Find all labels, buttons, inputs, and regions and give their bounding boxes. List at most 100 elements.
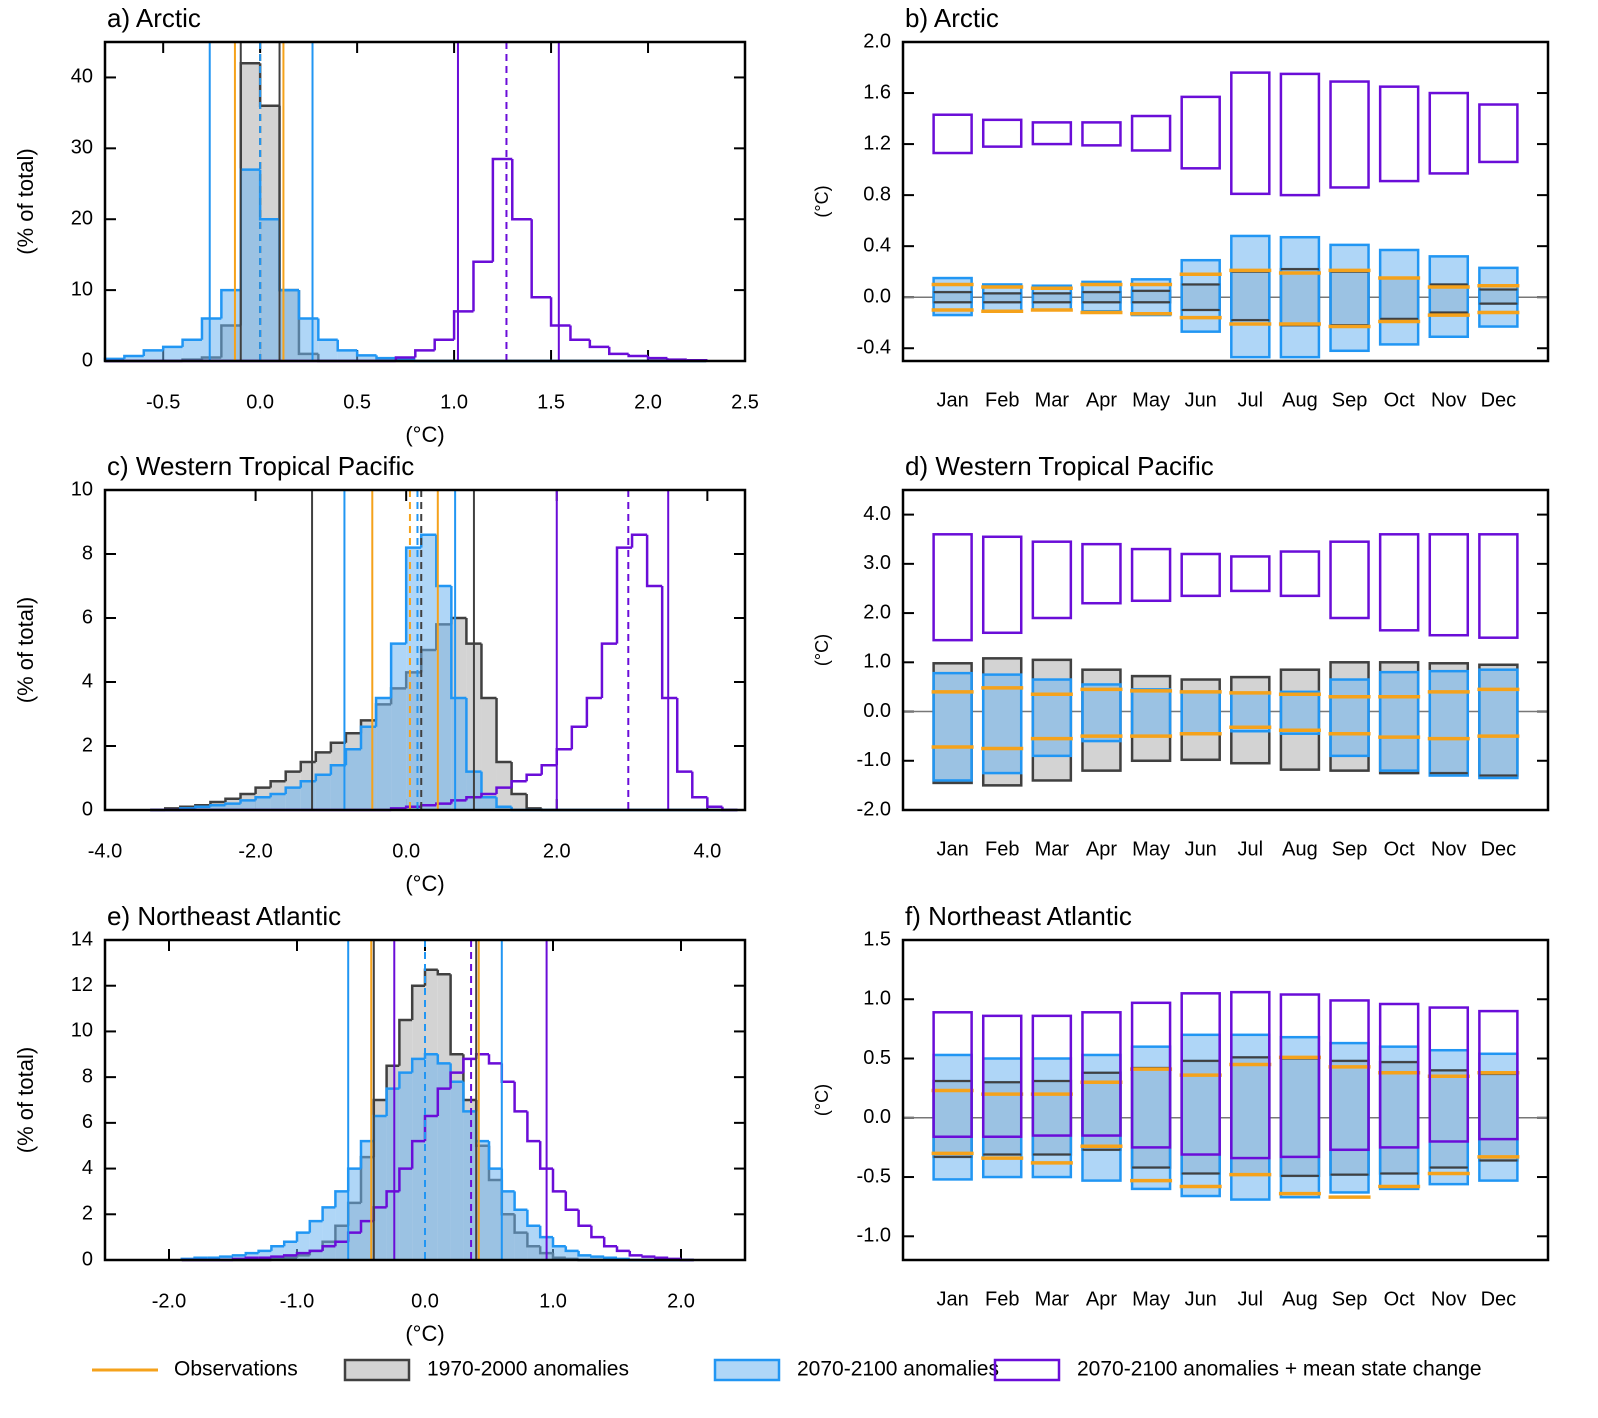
- histogram-step: [389, 642, 407, 698]
- y-tick-label: 12: [71, 974, 93, 996]
- histogram-bar: [376, 358, 396, 361]
- plot-frame: [103, 40, 747, 363]
- histogram-step: [495, 786, 512, 794]
- histogram-step: [258, 63, 280, 108]
- x-axis-label: (°C): [405, 1321, 444, 1346]
- box-future-mean-change: [1081, 1011, 1122, 1137]
- x-tick-label: 0.0: [246, 391, 274, 413]
- plot-frame: [901, 40, 1550, 363]
- histogram-bar: [284, 1241, 297, 1260]
- histogram-step: [321, 1245, 336, 1251]
- histogram-bar: [412, 1058, 425, 1260]
- box-future: [1081, 1053, 1122, 1182]
- x-tick-label: Aug: [1282, 389, 1318, 411]
- histogram-step: [465, 618, 482, 645]
- x-tick-label: Jan: [936, 1288, 968, 1310]
- histogram-step: [627, 353, 649, 358]
- x-tick-label: Nov: [1431, 838, 1467, 860]
- x-axis-label: (°C): [405, 871, 444, 896]
- y-tick-label: -1.0: [857, 749, 891, 771]
- y-tick-label: 20: [71, 208, 93, 230]
- histogram-step: [269, 792, 286, 798]
- x-tick-label: 2.0: [543, 840, 571, 862]
- histogram-step: [200, 317, 222, 340]
- histogram-step: [530, 219, 552, 299]
- histogram-step: [577, 1250, 592, 1257]
- histogram-bar: [163, 346, 183, 361]
- box-future-mean-change: [1130, 114, 1172, 152]
- histogram-bar: [391, 643, 407, 810]
- histogram-step: [513, 1081, 528, 1113]
- histogram-step: [398, 1071, 413, 1089]
- x-tick-label: Apr: [1086, 389, 1117, 411]
- box-future-mean-change: [1329, 540, 1370, 620]
- histogram-step: [375, 355, 396, 360]
- x-tick-label: Nov: [1431, 389, 1467, 411]
- histogram-bar: [271, 1246, 285, 1260]
- histogram-bar: [496, 806, 512, 810]
- legend-label: 2070-2100 anomalies + mean state change: [1077, 1358, 1482, 1381]
- box-future-mean-change: [1378, 1002, 1420, 1149]
- y-tick-label: 0.8: [863, 183, 891, 205]
- histogram-step: [355, 350, 377, 357]
- box-future-mean-change: [1279, 72, 1321, 197]
- x-tick-label: Jun: [1185, 838, 1217, 860]
- y-axis-label: (°C): [812, 1084, 832, 1116]
- box-future-mean-change: [981, 118, 1023, 148]
- histogram-step: [244, 1256, 259, 1259]
- histogram-step: [224, 802, 241, 806]
- box-future-mean-change: [1428, 1006, 1470, 1143]
- histogram-step: [590, 1225, 605, 1239]
- histogram-bar: [221, 290, 241, 361]
- x-tick-label: 4.0: [693, 840, 721, 862]
- histogram-step: [500, 1168, 515, 1193]
- histogram-bar: [511, 794, 527, 810]
- histogram-step: [295, 1231, 310, 1242]
- histogram-step: [465, 795, 482, 801]
- histogram-step: [314, 751, 331, 762]
- histogram-step: [436, 969, 451, 976]
- x-tick-label: Feb: [985, 1288, 1019, 1310]
- histogram-step: [284, 770, 301, 782]
- histogram-step: [675, 698, 693, 773]
- x-tick-label: Sep: [1332, 1288, 1368, 1310]
- panel-title: a) Arctic: [107, 3, 201, 33]
- legend-symbol: [993, 1358, 1061, 1382]
- histogram-step: [706, 797, 723, 809]
- x-tick-label: 2.0: [634, 391, 662, 413]
- x-tick-label: -2.0: [238, 840, 272, 862]
- histogram-step: [646, 356, 668, 360]
- box-future: [1478, 266, 1519, 328]
- x-tick-label: 1.0: [539, 1290, 567, 1312]
- box-future-mean-change: [1428, 533, 1470, 637]
- box-future: [1031, 1057, 1073, 1179]
- x-tick-label: Oct: [1384, 389, 1416, 411]
- box-future: [1378, 1045, 1420, 1191]
- histogram-bar: [345, 749, 361, 810]
- histogram-bar: [421, 534, 437, 810]
- y-tick-label: -0.5: [857, 1165, 891, 1187]
- plot-frame: [901, 488, 1550, 812]
- y-axis-label: (% of total): [13, 1047, 38, 1153]
- histogram-step: [462, 1057, 477, 1073]
- histogram-bar: [406, 547, 422, 810]
- histogram-bar: [225, 803, 241, 810]
- legend-label: 1970-2000 anomalies: [427, 1358, 629, 1381]
- histogram-bar: [337, 350, 358, 361]
- x-tick-label: Oct: [1384, 838, 1416, 860]
- y-tick-label: 8: [82, 542, 93, 564]
- histogram-bar: [297, 1232, 310, 1260]
- histogram-bar: [335, 1191, 349, 1260]
- histogram-step: [495, 698, 512, 764]
- x-tick-label: 0.5: [343, 391, 371, 413]
- panel-title: f) Northeast Atlantic: [905, 901, 1132, 931]
- histogram-step: [297, 290, 319, 320]
- x-tick-label: Jan: [936, 838, 968, 860]
- histogram-step: [602, 1237, 617, 1248]
- histogram-bar: [285, 787, 301, 810]
- histogram-step: [269, 779, 286, 788]
- y-tick-label: -2.0: [857, 798, 891, 820]
- y-tick-label: 30: [71, 137, 93, 159]
- histogram-step: [450, 586, 467, 700]
- histogram-step: [334, 1190, 349, 1208]
